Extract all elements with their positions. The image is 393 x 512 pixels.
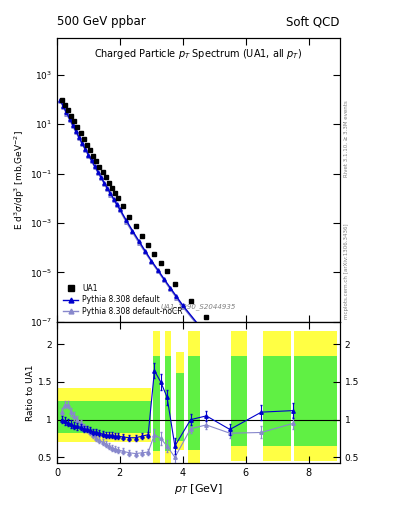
Text: mcplots.cern.ch [arXiv:1306.3436]: mcplots.cern.ch [arXiv:1306.3436] [344,224,349,319]
Text: UA1_1990_S2044935: UA1_1990_S2044935 [161,304,236,310]
Text: Rivet 3.1.10, ≥ 3.3M events: Rivet 3.1.10, ≥ 3.3M events [344,100,349,177]
Legend: UA1, Pythia 8.308 default, Pythia 8.308 default-noCR: UA1, Pythia 8.308 default, Pythia 8.308 … [61,282,185,318]
Y-axis label: E d$^3\sigma$/dp$^3$ [mb,GeV$^{-2}$]: E d$^3\sigma$/dp$^3$ [mb,GeV$^{-2}$] [13,130,27,230]
Text: Soft QCD: Soft QCD [286,15,340,29]
Text: 500 GeV ppbar: 500 GeV ppbar [57,15,146,29]
Text: Charged Particle $p_T$ Spectrum (UA1, all $p_T$): Charged Particle $p_T$ Spectrum (UA1, al… [94,47,303,61]
Y-axis label: Ratio to UA1: Ratio to UA1 [26,364,35,421]
X-axis label: $p_T$ [GeV]: $p_T$ [GeV] [174,482,223,497]
